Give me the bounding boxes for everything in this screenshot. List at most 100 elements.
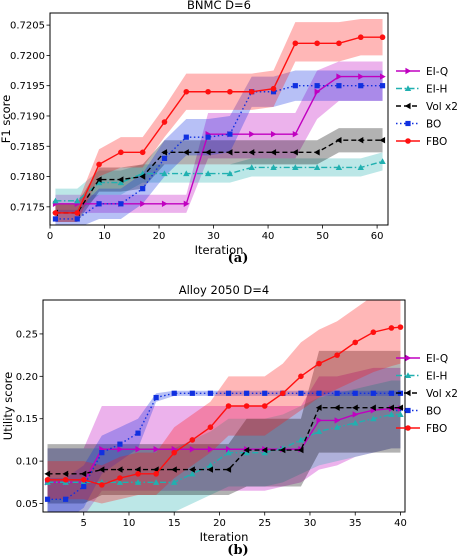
point-bo (227, 131, 233, 137)
point-ei-h (134, 479, 142, 485)
point-ei-h (52, 197, 59, 204)
point-ei-h (333, 424, 341, 430)
line-vol-x2 (55, 139, 383, 214)
x-tick-label: 35 (349, 518, 362, 529)
point-ei-q (336, 73, 343, 80)
point-ei-h (335, 164, 343, 171)
legend-label-ei-q: EI-Q (426, 66, 448, 78)
legend-label-ei-q: EI-Q (426, 353, 448, 365)
point-fbo (189, 437, 196, 443)
point-vol-x2 (44, 470, 51, 478)
point-ei-q (161, 200, 168, 207)
point-vol-x2 (335, 137, 342, 144)
point-ei-h (313, 164, 321, 171)
point-vol-x2 (243, 446, 250, 454)
point-vol-x2 (117, 176, 124, 183)
y-tick-label: 0.10 (16, 457, 38, 468)
point-ei-q (314, 88, 321, 95)
y-axis-label: Utility score (1, 372, 15, 440)
legend-marker-vol-x2 (404, 389, 411, 397)
point-ei-h (116, 479, 124, 485)
point-vol-x2 (297, 446, 304, 454)
point-vol-x2 (207, 466, 213, 473)
x-tick-label: 50 (316, 231, 329, 242)
x-tick-label: 40 (262, 231, 275, 242)
point-fbo (74, 210, 81, 216)
legend-marker-ei-h (404, 372, 412, 379)
band-vol-x2 (55, 128, 383, 222)
legend-label-ei-h: EI-H (426, 371, 447, 383)
legend-marker-ei-q (405, 67, 412, 75)
point-fbo (183, 88, 190, 95)
chart-1: 0 10 20 30 40 50 60 0.7175 0.7180 0.7185 0.7190 0.7… (0, 0, 458, 266)
point-ei-h (357, 164, 364, 171)
point-vol-x2 (357, 137, 364, 144)
point-vol-x2 (370, 404, 376, 411)
point-bo (292, 83, 298, 89)
point-vol-x2 (248, 149, 255, 156)
line-ei-h (55, 160, 383, 202)
y-tick-label: 0.7180 (10, 172, 45, 183)
point-bo (81, 483, 87, 490)
point-fbo (80, 476, 87, 483)
legend-label-vol-x2: Vol x2 (426, 388, 458, 400)
point-vol-x2 (313, 149, 320, 156)
point-vol-x2 (189, 466, 195, 473)
point-ei-q (207, 446, 214, 453)
point-ei-h (225, 449, 232, 456)
legend-marker-vol-x2 (404, 102, 411, 110)
x-tick-label: 30 (304, 518, 317, 529)
point-bo (117, 441, 123, 447)
point-vol-x2 (315, 404, 322, 411)
point-ei-h (207, 462, 214, 468)
point-vol-x2 (183, 149, 189, 156)
point-ei-q (316, 417, 323, 424)
point-vol-x2 (98, 466, 105, 473)
point-ei-q (352, 411, 359, 418)
point-fbo (171, 449, 178, 456)
point-bo (52, 216, 59, 222)
point-fbo (280, 390, 286, 397)
point-bo (118, 201, 124, 207)
point-bo (63, 496, 69, 502)
point-vol-x2 (379, 137, 386, 144)
point-fbo (388, 325, 395, 331)
point-vol-x2 (116, 466, 123, 473)
band-bo (55, 70, 383, 225)
point-bo (316, 390, 322, 396)
line-ei-q (55, 75, 383, 205)
legend-label-fbo: FBO (426, 423, 447, 435)
point-fbo (139, 149, 146, 156)
plot-frame (49, 12, 389, 226)
point-ei-h (152, 479, 160, 485)
point-ei-h (117, 179, 125, 186)
point-ei-q (153, 446, 160, 453)
point-bo (314, 83, 320, 89)
point-ei-h (183, 170, 190, 177)
point-bo (189, 390, 195, 396)
y-tick-label: 0.25 (16, 329, 38, 340)
point-bo (171, 390, 177, 396)
legend-marker-ei-h (404, 85, 412, 92)
point-bo (352, 390, 358, 396)
series-lines (44, 324, 404, 502)
point-ei-h (248, 164, 255, 171)
subfigure-label: (b) (227, 543, 248, 558)
legend-marker-ei-q (405, 354, 412, 362)
point-ei-q (379, 73, 386, 80)
point-fbo (261, 403, 268, 409)
point-ei-q (135, 446, 142, 453)
x-tick-label: 60 (371, 231, 384, 242)
band-bo (47, 390, 401, 512)
point-vol-x2 (225, 466, 232, 473)
y-tick-label: 0.7195 (10, 81, 45, 92)
point-bo (388, 390, 395, 396)
point-bo (370, 390, 376, 396)
point-vol-x2 (226, 149, 233, 156)
point-ei-h (297, 436, 305, 443)
y-tick-label: 0.7200 (10, 51, 45, 62)
point-ei-q (189, 446, 196, 453)
band-ei-q (55, 61, 383, 213)
point-fbo (118, 149, 124, 156)
point-bo (161, 155, 168, 161)
